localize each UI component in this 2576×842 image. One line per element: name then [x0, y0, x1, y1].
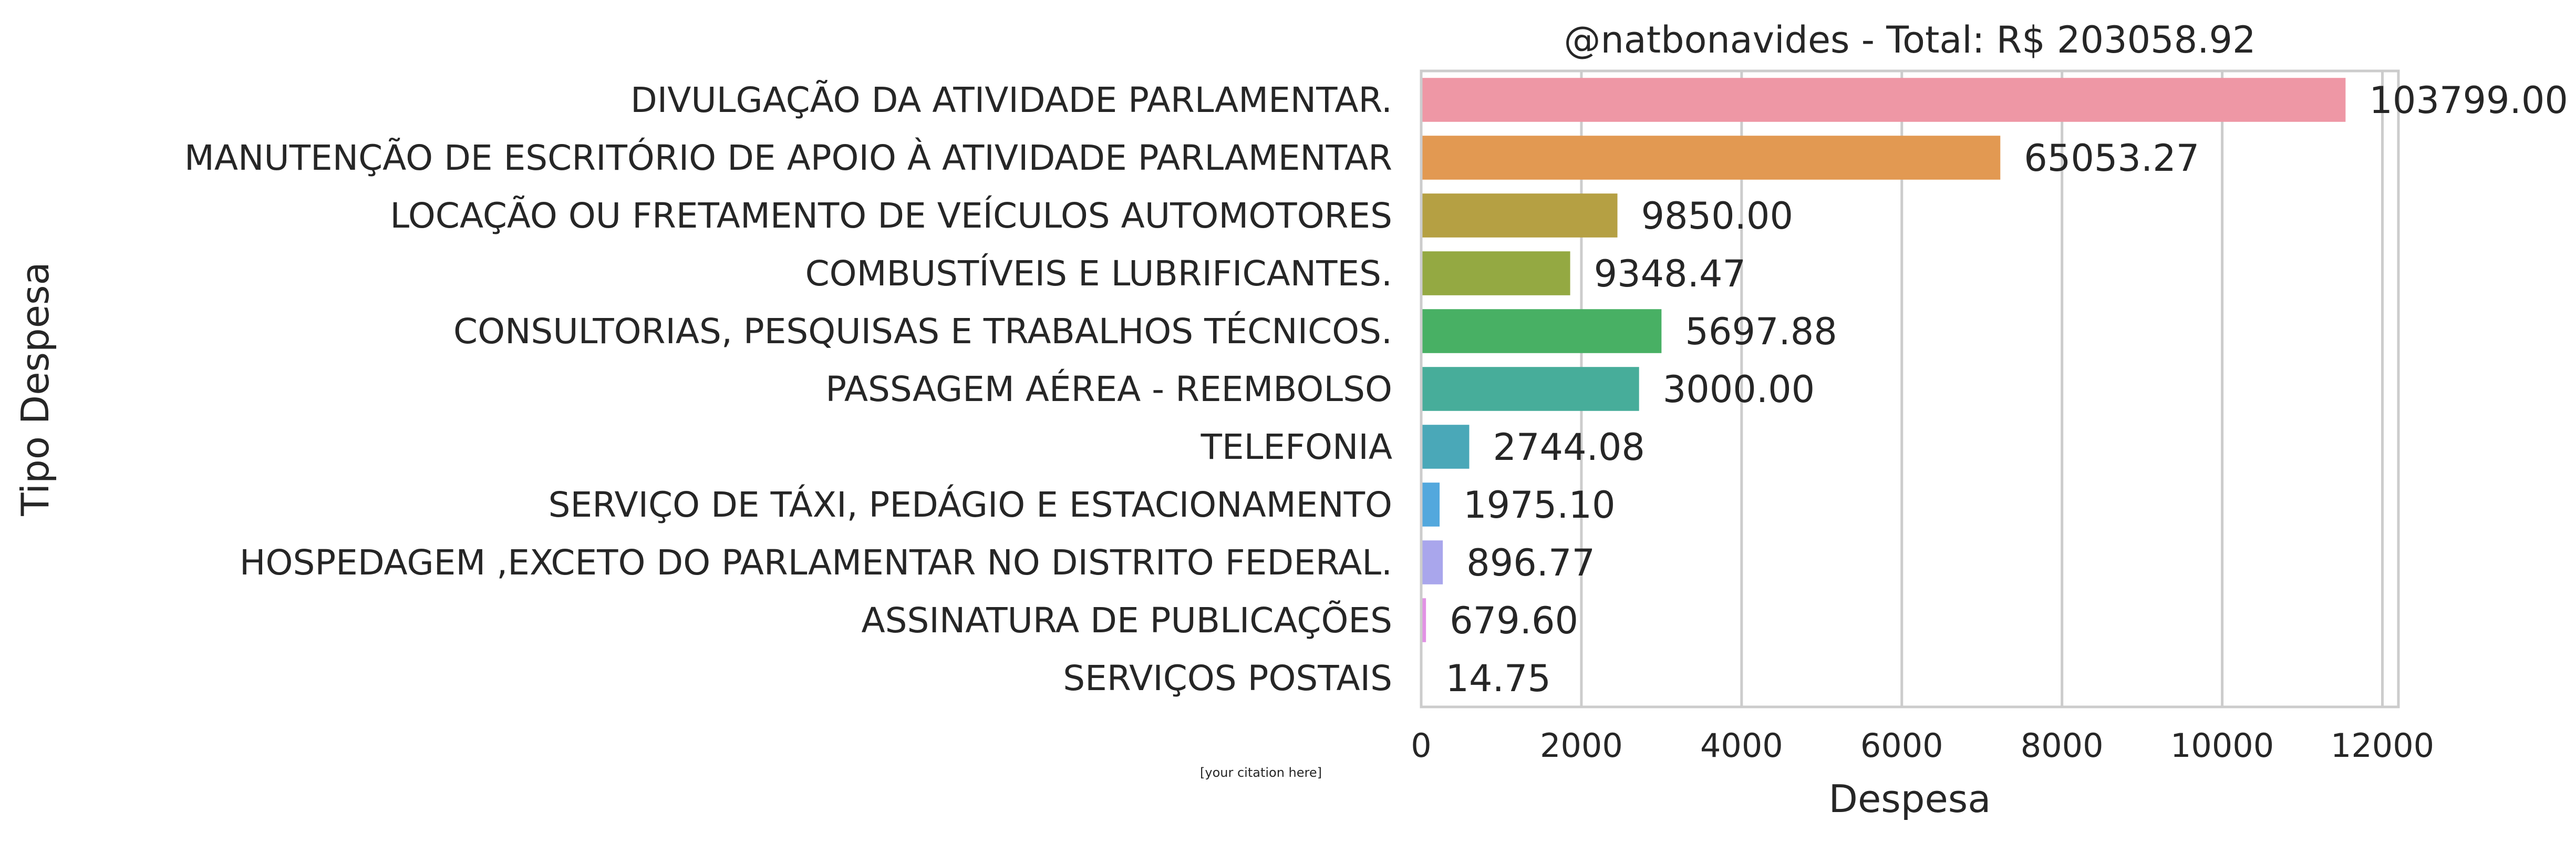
- bar: [1421, 251, 1570, 295]
- value-label: 2744.08: [1493, 426, 1644, 469]
- value-label: 896.77: [1466, 541, 1595, 584]
- category-label: DIVULGAÇÃO DA ATIVIDADE PARLAMENTAR.: [630, 80, 1392, 120]
- value-label: 103799.00: [2369, 79, 2568, 122]
- bar: [1421, 309, 1662, 353]
- bar: [1421, 78, 2346, 122]
- category-label: MANUTENÇÃO DE ESCRITÓRIO DE APOIO À ATIV…: [184, 138, 1392, 178]
- category-label: CONSULTORIAS, PESQUISAS E TRABALHOS TÉCN…: [453, 311, 1392, 352]
- x-tick-label: 2000: [1540, 726, 1623, 765]
- x-tick-label: 10000: [2170, 726, 2274, 765]
- value-label: 9348.47: [1594, 252, 1746, 295]
- category-label: SERVIÇO DE TÁXI, PEDÁGIO E ESTACIONAMENT…: [549, 485, 1392, 525]
- bar: [1421, 425, 1470, 469]
- category-labels: DIVULGAÇÃO DA ATIVIDADE PARLAMENTAR. MANU…: [184, 80, 1392, 699]
- category-label: COMBUSTÍVEIS E LUBRIFICANTES.: [805, 253, 1392, 294]
- bar: [1421, 367, 1639, 411]
- category-label: LOCAÇÃO OU FRETAMENTO DE VEÍCULOS AUTOMO…: [390, 195, 1392, 236]
- bar: [1421, 193, 1618, 238]
- value-labels: 103799.00 65053.27 9850.00 9348.47 5697.88 30…: [1446, 79, 2568, 700]
- x-tick-label: 0: [1411, 726, 1431, 765]
- bar: [1421, 136, 2001, 180]
- value-label: 679.60: [1450, 599, 1578, 642]
- value-label: 9850.00: [1641, 194, 1793, 238]
- value-label: 5697.88: [1685, 310, 1837, 353]
- value-label: 14.75: [1446, 657, 1551, 700]
- bars: [1421, 78, 2346, 700]
- bar: [1421, 482, 1440, 527]
- x-tick-label: 4000: [1700, 726, 1783, 765]
- x-tick-label: 8000: [2021, 726, 2104, 765]
- category-label: TELEFONIA: [1201, 427, 1392, 467]
- x-tick-labels: 0 2000 4000 6000 8000 10000 12000: [1411, 726, 2434, 765]
- category-label: SERVIÇOS POSTAIS: [1063, 658, 1392, 699]
- bar: [1421, 540, 1443, 584]
- category-label: ASSINATURA DE PUBLICAÇÕES: [861, 600, 1392, 641]
- value-label: 3000.00: [1663, 368, 1815, 411]
- x-tick-label: 12000: [2331, 726, 2434, 765]
- chart-title: @natbonavides - Total: R$ 203058.92: [1564, 18, 2256, 61]
- x-axis-label: Despesa: [1829, 777, 1991, 821]
- value-label: 1975.10: [1463, 484, 1615, 527]
- bar: [1421, 598, 1426, 642]
- y-axis-label: Tipo Despesa: [13, 262, 57, 516]
- plot-frame: [1420, 69, 2400, 708]
- category-label: PASSAGEM AÉREA - REEMBOLSO: [825, 368, 1392, 409]
- x-tick-label: 6000: [1860, 726, 1943, 765]
- value-label: 65053.27: [2024, 137, 2199, 180]
- category-label: HOSPEDAGEM ,EXCETO DO PARLAMENTAR NO DIS…: [240, 542, 1392, 583]
- citation-text: [your citation here]: [1200, 765, 1322, 780]
